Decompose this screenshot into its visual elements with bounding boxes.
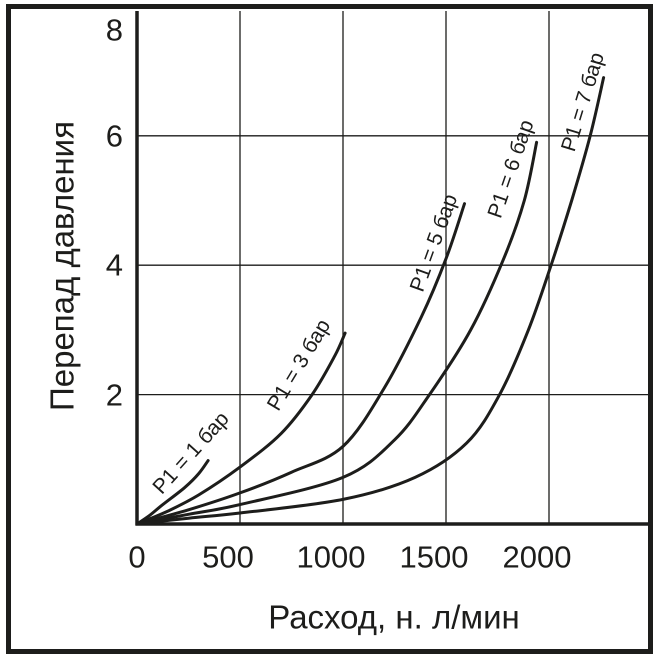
chart-frame xyxy=(6,4,653,654)
curve-p1-7-бар xyxy=(135,76,606,526)
x-tick-label-2000: 2000 xyxy=(502,539,572,575)
x-tick-label-500: 500 xyxy=(202,539,254,575)
y-tick-label-6: 6 xyxy=(105,118,123,154)
x-tick-label-1500: 1500 xyxy=(399,539,469,575)
x-tick-label-0: 0 xyxy=(128,539,146,575)
curve-p1-6-бар xyxy=(135,140,539,526)
y-tick-label-4: 4 xyxy=(105,247,123,283)
x-tick-label-1000: 1000 xyxy=(296,539,366,575)
curve-p1-3-бар xyxy=(135,331,347,526)
y-tick-label-2: 2 xyxy=(105,377,123,413)
x-axis-label: Расход, н. л/мин xyxy=(268,598,520,636)
y-tick-label-8: 8 xyxy=(105,12,123,48)
curve-p1-1-бар xyxy=(135,459,210,526)
y-axis-label: Перепад давления xyxy=(43,121,81,411)
curve-p1-5-бар xyxy=(135,202,466,526)
